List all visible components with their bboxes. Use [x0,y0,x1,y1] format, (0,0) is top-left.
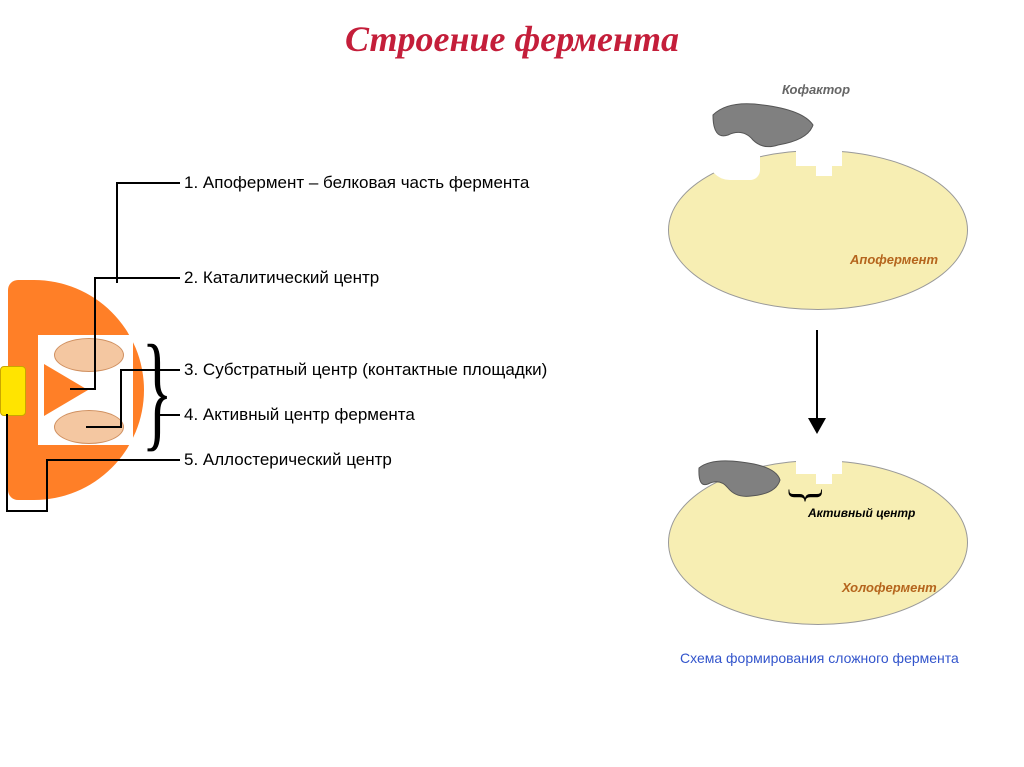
label-number: 2. [184,268,198,287]
leader-line [6,414,8,510]
cofactor-shape [708,100,818,150]
label-text: Каталитический центр [203,268,379,287]
enzyme-diagram [8,280,144,500]
label-text: Аллостерический центр [203,450,392,469]
catalytic-center [44,364,88,416]
label-number: 4. [184,405,198,424]
leader-line [116,182,180,184]
label-text: Активный центр фермента [203,405,415,424]
apoenzyme-label: Апофермент [850,252,938,267]
cofactor-label: Кофактор [782,82,850,97]
active-notch-deep [816,158,832,176]
leader-line [160,414,180,416]
active-brace-icon: } [784,486,831,505]
label-allosteric: 5. Аллостерический центр [184,450,392,470]
label-number: 1. [184,173,198,192]
label-active: 4. Активный центр фермента [184,405,415,425]
leader-line [120,369,122,428]
leader-line [6,510,46,512]
formation-arrow [816,330,818,420]
formation-arrow-head [808,418,826,434]
leader-line [116,282,118,283]
apoenzyme-block: Кофактор Апофермент [668,100,968,310]
label-text: Субстратный центр (контактные площадки) [203,360,547,379]
holo-active-notch-deep [816,466,832,484]
leader-line [120,369,180,371]
leader-line [46,459,180,461]
leader-line [86,426,120,428]
active-center-brace: } [142,326,173,456]
label-catalytic: 2. Каталитический центр [184,268,379,288]
leader-line [94,277,180,279]
label-apoenzyme: 1. Апофермент – белковая часть фермента [184,173,529,193]
leader-line [70,388,94,390]
label-number: 5. [184,450,198,469]
holoenzyme-label: Холофермент [842,580,937,595]
active-center-label: Активный центр [808,506,915,520]
cofactor-bound [696,458,782,498]
label-number: 3. [184,360,198,379]
leader-line [94,277,96,390]
label-substrate: 3. Субстратный центр (контактные площадк… [184,360,547,380]
leader-line [116,182,118,282]
page-title: Строение фермента [0,18,1024,60]
formation-caption: Схема формирования сложного фермента [680,650,959,666]
holoenzyme-block: } Активный центр Холофермент [668,440,968,630]
allosteric-center [0,366,26,416]
leader-line [46,459,48,512]
label-text: Апофермент – белковая часть фермента [203,173,529,192]
